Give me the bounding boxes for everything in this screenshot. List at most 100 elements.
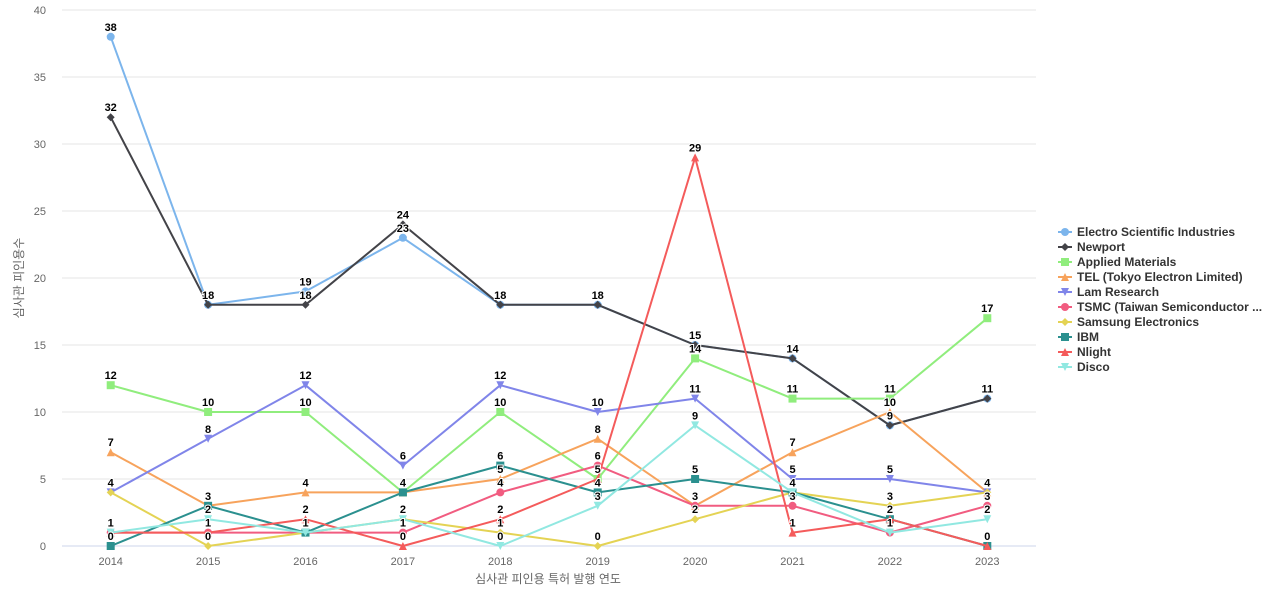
data-point-marker[interactable] (691, 421, 700, 430)
data-point-marker[interactable] (204, 434, 213, 443)
data-point-marker[interactable] (106, 32, 115, 41)
legend-item[interactable]: Nlight (1058, 344, 1262, 359)
legend-item[interactable]: TEL (Tokyo Electron Limited) (1058, 269, 1262, 284)
data-point-marker[interactable] (885, 501, 894, 510)
data-point-marker[interactable] (593, 488, 602, 497)
data-label: 19 (299, 276, 311, 288)
data-point-marker[interactable] (593, 501, 602, 510)
legend-item[interactable]: Samsung Electronics (1058, 314, 1262, 329)
data-point-marker[interactable] (106, 542, 115, 550)
data-point-marker[interactable] (691, 475, 700, 483)
data-point-marker[interactable] (496, 381, 505, 390)
data-point-marker[interactable] (885, 408, 894, 416)
data-point-marker[interactable] (106, 488, 115, 497)
data-point-marker[interactable] (885, 528, 894, 537)
data-point-marker[interactable] (691, 394, 700, 403)
data-point-marker[interactable] (301, 300, 310, 309)
data-point-marker[interactable] (496, 475, 505, 483)
data-point-marker[interactable] (496, 461, 505, 470)
data-point-marker[interactable] (106, 381, 115, 390)
data-label: 4 (789, 477, 796, 489)
data-point-marker[interactable] (593, 475, 602, 483)
data-point-marker[interactable] (496, 528, 505, 537)
y-tick-label: 20 (34, 273, 46, 285)
data-point-marker[interactable] (106, 113, 115, 122)
data-label: 3 (984, 491, 990, 503)
data-point-marker[interactable] (204, 528, 213, 537)
data-point-marker[interactable] (204, 501, 213, 510)
data-point-marker[interactable] (788, 501, 797, 510)
data-point-marker[interactable] (496, 300, 505, 309)
data-point-marker[interactable] (204, 300, 213, 309)
data-point-marker[interactable] (593, 408, 602, 416)
data-point-marker[interactable] (788, 394, 797, 403)
data-point-marker[interactable] (691, 153, 700, 162)
data-point-marker[interactable] (691, 341, 700, 349)
data-point-marker[interactable] (204, 542, 213, 550)
data-point-marker[interactable] (983, 515, 992, 524)
data-point-marker[interactable] (301, 408, 310, 416)
data-point-marker[interactable] (983, 501, 992, 510)
data-point-marker[interactable] (301, 287, 310, 296)
data-point-marker[interactable] (496, 408, 505, 416)
data-point-marker[interactable] (691, 515, 700, 524)
series-line (110, 411, 988, 507)
data-point-marker[interactable] (398, 528, 407, 537)
data-point-marker[interactable] (885, 515, 894, 524)
data-point-marker[interactable] (496, 542, 505, 550)
data-point-marker[interactable] (398, 233, 407, 242)
data-point-marker[interactable] (788, 354, 797, 363)
data-point-marker[interactable] (106, 528, 115, 537)
legend-symbol-icon (1058, 242, 1072, 251)
legend-item[interactable]: Applied Materials (1058, 254, 1262, 269)
data-point-marker[interactable] (106, 448, 115, 457)
data-point-marker[interactable] (593, 542, 602, 550)
legend-symbol-icon (1058, 347, 1072, 356)
legend-symbol-icon (1058, 272, 1072, 281)
legend-item[interactable]: Newport (1058, 239, 1262, 254)
data-point-marker[interactable] (398, 488, 407, 497)
data-point-marker[interactable] (885, 475, 894, 483)
data-point-marker[interactable] (398, 461, 407, 470)
data-point-marker[interactable] (983, 488, 992, 497)
data-label: 0 (984, 531, 990, 543)
data-point-marker[interactable] (398, 515, 407, 524)
data-point-marker[interactable] (788, 488, 797, 497)
data-point-marker[interactable] (691, 354, 700, 363)
data-point-marker[interactable] (885, 394, 894, 403)
data-point-marker[interactable] (788, 448, 797, 457)
data-point-marker[interactable] (496, 515, 505, 524)
legend-item[interactable]: Disco (1058, 359, 1262, 374)
y-tick-label: 10 (34, 407, 46, 419)
data-point-marker[interactable] (398, 542, 407, 550)
data-point-marker[interactable] (301, 528, 310, 537)
data-point-marker[interactable] (593, 300, 602, 309)
data-point-marker[interactable] (593, 434, 602, 443)
data-point-marker[interactable] (496, 488, 505, 497)
data-point-marker[interactable] (788, 528, 797, 537)
data-point-marker[interactable] (593, 461, 602, 470)
data-point-marker[interactable] (301, 488, 310, 497)
data-point-marker[interactable] (398, 220, 407, 229)
data-point-marker[interactable] (983, 314, 992, 323)
legend-label: Newport (1077, 239, 1125, 254)
data-point-marker[interactable] (788, 475, 797, 483)
data-point-marker[interactable] (301, 381, 310, 390)
data-point-marker[interactable] (983, 394, 992, 403)
legend-label: TSMC (Taiwan Semiconductor ... (1077, 299, 1263, 314)
data-point-marker[interactable] (204, 515, 213, 524)
data-label: 23 (397, 223, 409, 235)
x-tick-label: 2020 (683, 556, 707, 568)
legend-item[interactable]: Lam Research (1058, 284, 1262, 299)
data-point-marker[interactable] (983, 542, 992, 550)
data-point-marker[interactable] (691, 501, 700, 510)
data-point-marker[interactable] (204, 408, 213, 416)
legend-item[interactable]: IBM (1058, 329, 1262, 344)
data-point-marker[interactable] (885, 421, 894, 430)
data-label: 12 (299, 370, 311, 382)
legend-item[interactable]: TSMC (Taiwan Semiconductor ... (1058, 299, 1262, 314)
legend-symbol-icon (1058, 362, 1072, 371)
data-point-marker[interactable] (301, 515, 310, 524)
data-label: 32 (105, 102, 117, 114)
legend-item[interactable]: Electro Scientific Industries (1058, 224, 1262, 239)
